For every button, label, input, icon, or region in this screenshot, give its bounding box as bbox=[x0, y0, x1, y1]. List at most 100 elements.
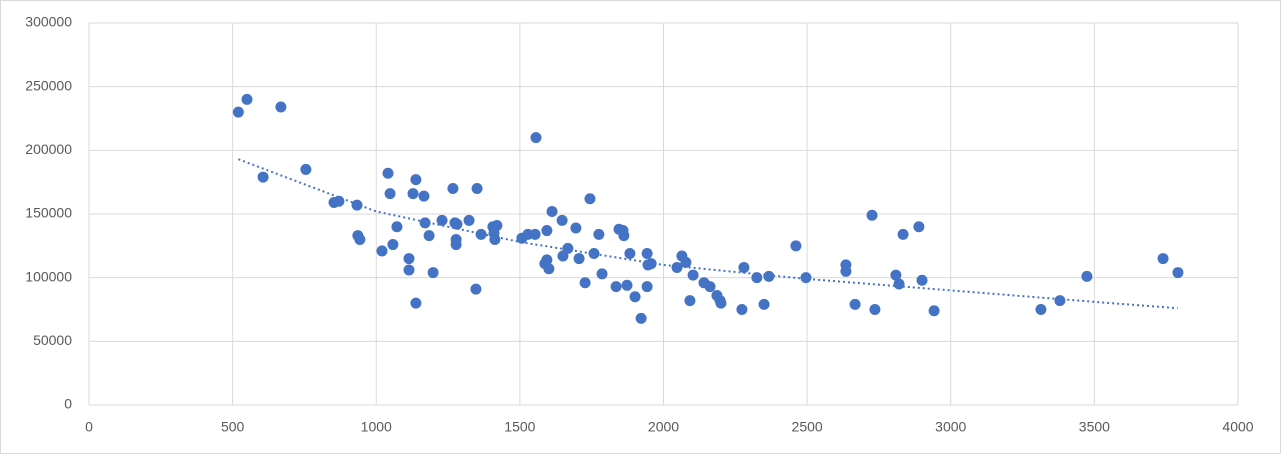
data-point bbox=[384, 188, 396, 200]
data-point bbox=[1157, 253, 1169, 265]
data-point bbox=[351, 199, 363, 211]
data-point bbox=[1172, 267, 1184, 279]
x-tick-label: 0 bbox=[85, 419, 93, 435]
data-point bbox=[471, 183, 483, 195]
data-point bbox=[562, 242, 574, 254]
data-point bbox=[790, 240, 802, 252]
data-point bbox=[671, 261, 683, 273]
data-point bbox=[376, 245, 388, 257]
data-point bbox=[704, 281, 716, 293]
data-point bbox=[840, 265, 852, 277]
data-point bbox=[641, 281, 653, 293]
data-point bbox=[629, 291, 641, 303]
y-tick-label: 0 bbox=[64, 396, 72, 412]
data-point bbox=[624, 247, 636, 259]
data-point bbox=[354, 233, 366, 245]
data-point bbox=[410, 297, 422, 309]
data-point bbox=[382, 167, 394, 179]
data-point bbox=[403, 264, 415, 276]
data-point bbox=[529, 228, 541, 240]
y-tick-label: 50000 bbox=[33, 332, 72, 348]
data-point bbox=[866, 209, 878, 221]
data-point bbox=[410, 174, 422, 186]
data-point bbox=[758, 298, 770, 310]
data-point bbox=[423, 230, 435, 242]
x-tick-label: 3000 bbox=[935, 419, 966, 435]
data-point bbox=[897, 228, 909, 240]
data-point bbox=[849, 298, 861, 310]
data-point bbox=[593, 228, 605, 240]
data-point bbox=[419, 217, 431, 229]
x-tick-label: 3500 bbox=[1079, 419, 1110, 435]
y-tick-label: 150000 bbox=[25, 205, 72, 221]
data-point bbox=[916, 274, 928, 286]
data-point bbox=[680, 256, 692, 268]
data-point bbox=[618, 230, 630, 242]
data-point bbox=[1035, 304, 1047, 315]
data-point bbox=[928, 305, 940, 317]
data-point bbox=[579, 277, 591, 289]
data-point bbox=[232, 106, 244, 118]
data-point bbox=[584, 193, 596, 205]
data-point bbox=[596, 268, 608, 280]
data-point bbox=[573, 253, 585, 265]
x-tick-label: 1500 bbox=[504, 419, 535, 435]
x-tick-label: 2500 bbox=[792, 419, 823, 435]
data-point bbox=[475, 228, 487, 240]
data-point bbox=[447, 183, 459, 195]
x-tick-label: 500 bbox=[221, 419, 245, 435]
data-point bbox=[684, 295, 696, 307]
data-point bbox=[391, 221, 403, 233]
data-point bbox=[546, 205, 558, 217]
data-point bbox=[1081, 270, 1093, 282]
data-point bbox=[763, 270, 775, 282]
data-point bbox=[641, 247, 653, 259]
data-point bbox=[470, 283, 482, 295]
data-point bbox=[570, 222, 582, 234]
data-point bbox=[588, 247, 600, 259]
data-point bbox=[543, 263, 555, 275]
data-point bbox=[621, 279, 633, 291]
data-point bbox=[913, 221, 925, 233]
y-tick-label: 250000 bbox=[25, 77, 72, 93]
data-point bbox=[530, 132, 542, 144]
data-point bbox=[610, 281, 622, 293]
data-point bbox=[1054, 295, 1066, 307]
y-tick-label: 100000 bbox=[25, 268, 72, 284]
data-point bbox=[869, 304, 881, 315]
data-point bbox=[738, 261, 750, 273]
data-point bbox=[541, 254, 553, 266]
data-point bbox=[407, 188, 419, 200]
data-point bbox=[687, 269, 699, 281]
trendline bbox=[238, 158, 1178, 310]
data-point bbox=[645, 258, 657, 270]
y-tick-label: 200000 bbox=[25, 141, 72, 157]
data-point bbox=[418, 190, 430, 202]
data-point bbox=[427, 267, 439, 279]
data-point bbox=[736, 304, 748, 315]
data-point bbox=[403, 253, 415, 265]
y-tick-label: 300000 bbox=[25, 14, 72, 30]
data-point bbox=[300, 163, 312, 175]
data-point bbox=[556, 214, 568, 226]
data-point bbox=[800, 272, 812, 284]
data-point bbox=[541, 225, 553, 237]
data-point bbox=[890, 269, 902, 281]
data-point bbox=[275, 101, 287, 113]
data-point bbox=[751, 272, 763, 284]
data-point bbox=[893, 278, 905, 290]
x-tick-label: 2000 bbox=[648, 419, 679, 435]
data-point bbox=[436, 214, 448, 226]
data-point bbox=[463, 214, 475, 226]
data-point bbox=[241, 93, 253, 105]
data-point bbox=[450, 239, 462, 251]
data-point bbox=[635, 312, 647, 324]
x-tick-label: 4000 bbox=[1222, 419, 1253, 435]
data-point bbox=[333, 195, 345, 207]
data-point bbox=[257, 171, 269, 183]
data-point bbox=[714, 295, 726, 307]
data-point bbox=[387, 239, 399, 251]
x-tick-label: 1000 bbox=[361, 419, 392, 435]
